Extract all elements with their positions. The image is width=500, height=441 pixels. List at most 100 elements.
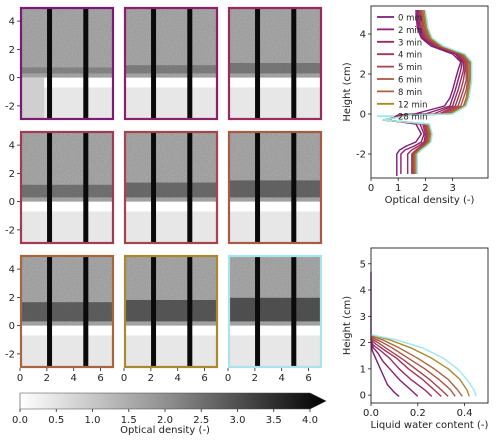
black-bar: [255, 255, 261, 368]
x-tick-label: 1: [395, 183, 401, 194]
image-panel: [227, 6, 323, 121]
image-grid-axes: -2 0 2 4 -2 0 2 4 -2 0 2 4 0 2 4 6 0 2 4 6 0 2 4 6: [5, 17, 312, 384]
wetting-front-band: [20, 67, 114, 74]
x-tick-label: 0.2: [410, 408, 426, 419]
colorbar-tick-label: 3.5: [266, 415, 282, 426]
black-bar: [83, 255, 89, 368]
x-tick-label: 6: [305, 373, 311, 384]
lower-zone: [124, 87, 218, 120]
panel-border: [227, 130, 323, 245]
white-zone: [124, 201, 218, 212]
panel-border: [123, 6, 219, 121]
black-bar: [83, 7, 89, 120]
series-line: [370, 337, 449, 397]
panel-border: [227, 254, 323, 369]
colorbar-tick-label: 1.0: [85, 415, 101, 426]
y-tick-label: 4: [9, 265, 15, 276]
colorbar-tick-label: 2.0: [157, 415, 173, 426]
y-tick-label: 0: [9, 73, 15, 84]
y-tick-label: 0: [9, 197, 15, 208]
series-line: [370, 336, 456, 397]
x-tick-label: 2: [422, 183, 428, 194]
legend-label: 6 min: [398, 76, 422, 86]
y-tick-label: 0: [9, 321, 15, 332]
x-tick-label: 4: [175, 373, 181, 384]
y-axis-label: Height (cm): [342, 62, 353, 121]
black-bar: [187, 255, 193, 368]
x-tick-label: 0.0: [363, 408, 379, 419]
y-tick-label: 2: [9, 293, 15, 304]
series-line: [370, 334, 470, 397]
x-tick-label: 2: [252, 373, 258, 384]
y-tick-label: 4: [360, 286, 366, 297]
panel-border: [123, 254, 219, 369]
x-tick-label: 6: [97, 373, 103, 384]
legend-label: 28 min: [398, 113, 428, 123]
image-panel: [227, 254, 323, 369]
white-zone: [124, 325, 218, 336]
x-tick-label: 0: [368, 183, 374, 194]
white-zone: [124, 77, 218, 88]
panel-border: [19, 6, 115, 121]
image-panel: [123, 254, 219, 369]
x-tick-label: 2: [44, 373, 50, 384]
series-line: [370, 334, 477, 397]
image-panel: [123, 130, 219, 245]
series-line: [370, 335, 463, 397]
image-panel-grid: [19, 6, 323, 369]
x-tick-label: 3: [449, 183, 455, 194]
x-axis-label: Liquid water content (-): [371, 420, 489, 431]
y-tick-label: 0: [360, 391, 366, 402]
plot-area: [371, 248, 488, 403]
y-tick-label: 2: [360, 70, 366, 81]
wetting-front-band: [124, 65, 218, 74]
black-bar: [83, 131, 89, 244]
plot-frame: [370, 247, 489, 404]
image-panel: [227, 130, 323, 245]
lower-zone: [124, 335, 218, 368]
plot-frame: [370, 5, 489, 179]
black-bar: [151, 7, 157, 120]
white-zone: [20, 77, 114, 88]
series-line: [370, 342, 419, 397]
wetting-front-band: [20, 302, 114, 322]
liquid-water-content-chart: 0.0 0.2 0.4 0 1 2 3 4 5 Liquid water content (-) H…: [342, 247, 489, 431]
y-tick-label: 2: [9, 45, 15, 56]
legend-label: 3 min: [398, 38, 422, 48]
image-panel: [123, 6, 219, 121]
y-tick-label: 2: [360, 338, 366, 349]
lower-zone: [228, 87, 322, 120]
black-bar: [187, 7, 193, 120]
colorbar-bar: [19, 392, 327, 410]
black-bar: [291, 255, 297, 368]
white-zone: [20, 201, 114, 212]
black-bar: [291, 131, 297, 244]
legend-label: 5 min: [398, 63, 422, 73]
y-tick-label: 0: [360, 110, 366, 121]
image-panel: [19, 6, 115, 121]
x-tick-label: 0: [225, 373, 231, 384]
lower-zone: [124, 211, 218, 244]
image-panel: [19, 254, 115, 369]
y-axis-label: Height (cm): [342, 296, 353, 355]
white-zone: [228, 77, 322, 88]
series-line: [386, 9, 462, 176]
x-tick-label: 0.4: [457, 408, 473, 419]
x-tick-label: 4: [279, 373, 285, 384]
black-bar: [187, 131, 193, 244]
white-zone: [228, 325, 322, 336]
colorbar-tick-label: 0.5: [48, 415, 64, 426]
lower-zone: [228, 211, 322, 244]
colorbar-tick-label: 3.0: [230, 415, 246, 426]
black-bar: [47, 255, 53, 368]
colorbar: 0.0 0.5 1.0 1.5 2.0 2.5 3.0 3.5 4.0 Optical densi…: [12, 392, 327, 436]
series-line: [370, 339, 433, 397]
y-tick-label: 1: [360, 364, 366, 375]
legend-label: 12 min: [398, 100, 428, 110]
y-tick-label: 4: [360, 30, 366, 41]
black-bar: [255, 131, 261, 244]
white-zone: [20, 325, 114, 336]
lower-zone: [20, 335, 114, 368]
legend-label: 2 min: [398, 26, 422, 36]
